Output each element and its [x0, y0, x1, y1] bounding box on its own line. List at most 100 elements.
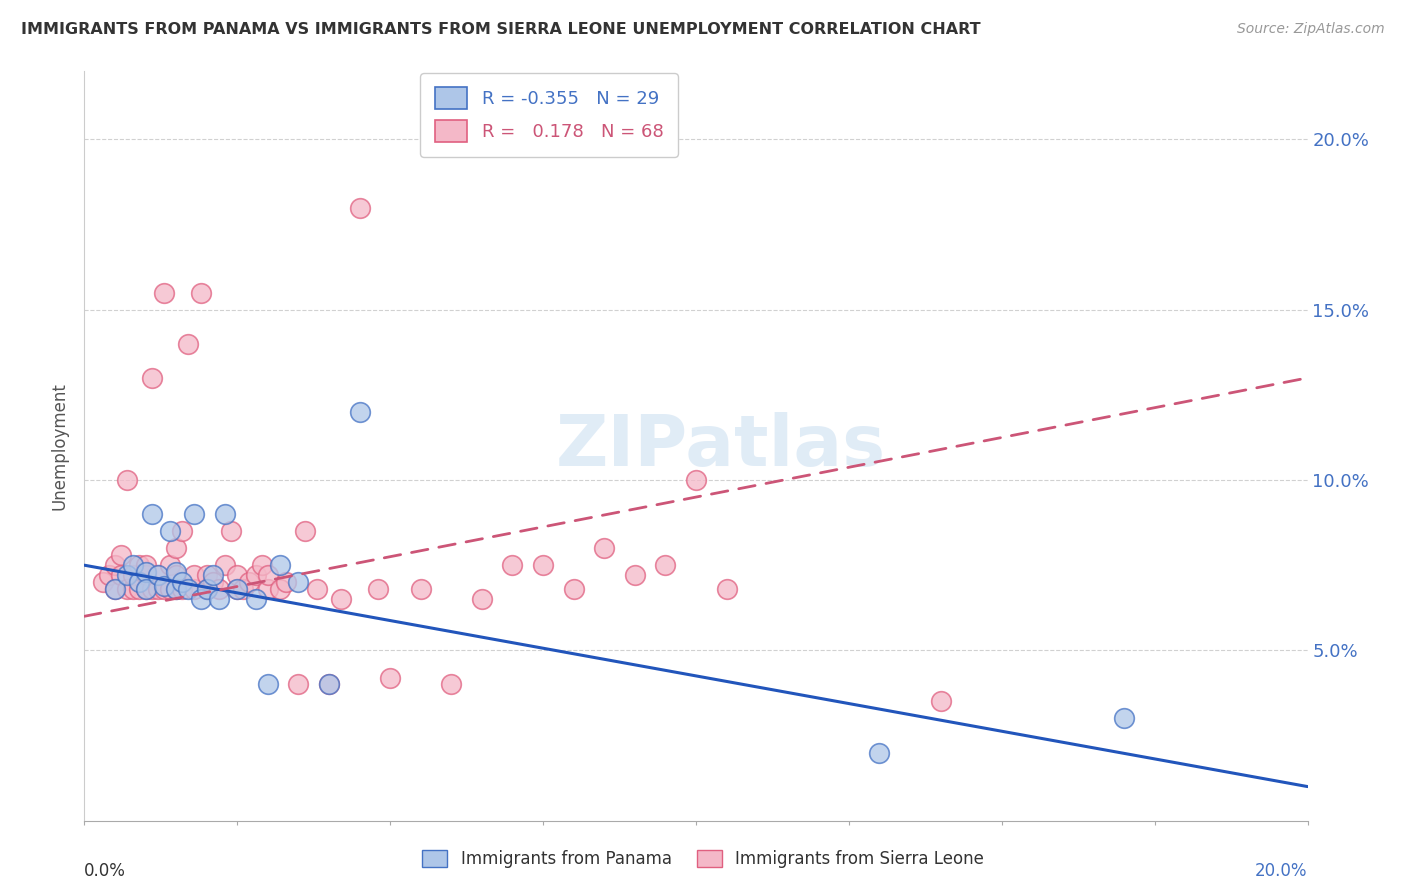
Text: 0.0%: 0.0%: [84, 862, 127, 880]
Point: [349, 405, 371, 419]
Point: [141, 582, 163, 596]
Point: [232, 582, 254, 596]
Point: [208, 592, 231, 607]
Point: [122, 582, 145, 596]
Point: [226, 568, 249, 582]
Point: [238, 575, 260, 590]
Point: [165, 568, 187, 582]
Point: [159, 558, 181, 573]
Point: [97, 568, 120, 582]
Point: [219, 524, 242, 538]
Point: [91, 575, 114, 590]
Point: [135, 568, 157, 582]
Point: [128, 575, 150, 590]
Point: [1114, 711, 1136, 725]
Point: [250, 558, 273, 573]
Point: [226, 582, 249, 596]
Point: [115, 582, 138, 596]
Point: [141, 507, 163, 521]
Point: [104, 558, 127, 573]
Point: [257, 582, 280, 596]
Point: [165, 582, 187, 596]
Point: [269, 582, 291, 596]
Point: [141, 371, 163, 385]
Point: [685, 473, 707, 487]
Point: [104, 582, 127, 596]
Point: [201, 568, 224, 582]
Point: [146, 568, 169, 582]
Point: [471, 592, 494, 607]
Point: [929, 694, 952, 708]
Point: [294, 524, 316, 538]
Point: [115, 473, 138, 487]
Point: [165, 541, 187, 556]
Point: [305, 582, 328, 596]
Point: [214, 507, 236, 521]
Point: [172, 582, 194, 596]
Point: [269, 558, 291, 573]
Point: [257, 568, 280, 582]
Point: [135, 565, 157, 579]
Point: [287, 677, 309, 691]
Point: [128, 582, 150, 596]
Point: [153, 579, 176, 593]
Point: [165, 565, 187, 579]
Point: [245, 592, 267, 607]
Point: [318, 677, 340, 691]
Point: [135, 582, 157, 596]
Point: [226, 582, 249, 596]
Point: [562, 582, 585, 596]
Point: [135, 558, 157, 573]
Legend: Immigrants from Panama, Immigrants from Sierra Leone: Immigrants from Panama, Immigrants from …: [416, 843, 990, 875]
Legend: R = -0.355   N = 29, R =   0.178   N = 68: R = -0.355 N = 29, R = 0.178 N = 68: [420, 73, 678, 157]
Point: [172, 575, 194, 590]
Point: [122, 558, 145, 573]
Point: [367, 582, 389, 596]
Point: [276, 575, 298, 590]
Point: [128, 558, 150, 573]
Point: [195, 568, 218, 582]
Point: [593, 541, 616, 556]
Point: [122, 568, 145, 582]
Point: [440, 677, 463, 691]
Point: [110, 548, 132, 562]
Point: [153, 582, 176, 596]
Point: [380, 671, 402, 685]
Point: [330, 592, 353, 607]
Point: [502, 558, 524, 573]
Point: [183, 582, 205, 596]
Point: [531, 558, 554, 573]
Point: [318, 677, 340, 691]
Text: Source: ZipAtlas.com: Source: ZipAtlas.com: [1237, 22, 1385, 37]
Point: [104, 582, 127, 596]
Text: 20.0%: 20.0%: [1256, 862, 1308, 880]
Point: [214, 558, 236, 573]
Point: [177, 582, 200, 596]
Point: [183, 507, 205, 521]
Point: [190, 592, 212, 607]
Point: [409, 582, 432, 596]
Point: [146, 582, 169, 596]
Point: [349, 201, 371, 215]
Point: [159, 524, 181, 538]
Point: [245, 568, 267, 582]
Y-axis label: Unemployment: Unemployment: [51, 382, 69, 510]
Point: [195, 582, 218, 596]
Point: [201, 575, 224, 590]
Point: [869, 746, 891, 760]
Point: [190, 285, 212, 300]
Point: [183, 568, 205, 582]
Point: [146, 568, 169, 582]
Point: [624, 568, 647, 582]
Point: [208, 582, 231, 596]
Point: [115, 568, 138, 582]
Text: IMMIGRANTS FROM PANAMA VS IMMIGRANTS FROM SIERRA LEONE UNEMPLOYMENT CORRELATION : IMMIGRANTS FROM PANAMA VS IMMIGRANTS FRO…: [21, 22, 981, 37]
Point: [153, 285, 176, 300]
Point: [172, 524, 194, 538]
Point: [135, 582, 157, 596]
Text: ZIPatlas: ZIPatlas: [555, 411, 886, 481]
Point: [165, 582, 187, 596]
Point: [257, 677, 280, 691]
Point: [654, 558, 676, 573]
Point: [110, 568, 132, 582]
